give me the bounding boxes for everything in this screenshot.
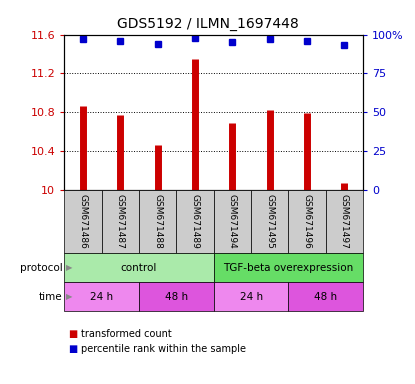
Text: ▶: ▶: [66, 263, 73, 272]
Text: GSM671488: GSM671488: [153, 194, 162, 249]
Text: ■: ■: [68, 344, 78, 354]
Text: 48 h: 48 h: [165, 291, 188, 302]
Text: control: control: [121, 263, 157, 273]
Text: GSM671486: GSM671486: [78, 194, 88, 249]
Text: 24 h: 24 h: [239, 291, 263, 302]
Text: TGF-beta overexpression: TGF-beta overexpression: [223, 263, 354, 273]
Text: ▶: ▶: [66, 292, 73, 301]
Text: percentile rank within the sample: percentile rank within the sample: [81, 344, 246, 354]
Text: protocol: protocol: [20, 263, 62, 273]
Text: GSM671494: GSM671494: [228, 194, 237, 249]
Text: 48 h: 48 h: [314, 291, 337, 302]
Text: GDS5192 / ILMN_1697448: GDS5192 / ILMN_1697448: [117, 17, 298, 31]
Text: GSM671497: GSM671497: [340, 194, 349, 249]
Text: GSM671495: GSM671495: [265, 194, 274, 249]
Text: time: time: [39, 291, 62, 302]
Text: GSM671489: GSM671489: [190, 194, 200, 249]
Text: GSM671487: GSM671487: [116, 194, 125, 249]
Text: transformed count: transformed count: [81, 329, 172, 339]
Text: 24 h: 24 h: [90, 291, 113, 302]
Text: ■: ■: [68, 329, 78, 339]
Text: GSM671496: GSM671496: [303, 194, 312, 249]
